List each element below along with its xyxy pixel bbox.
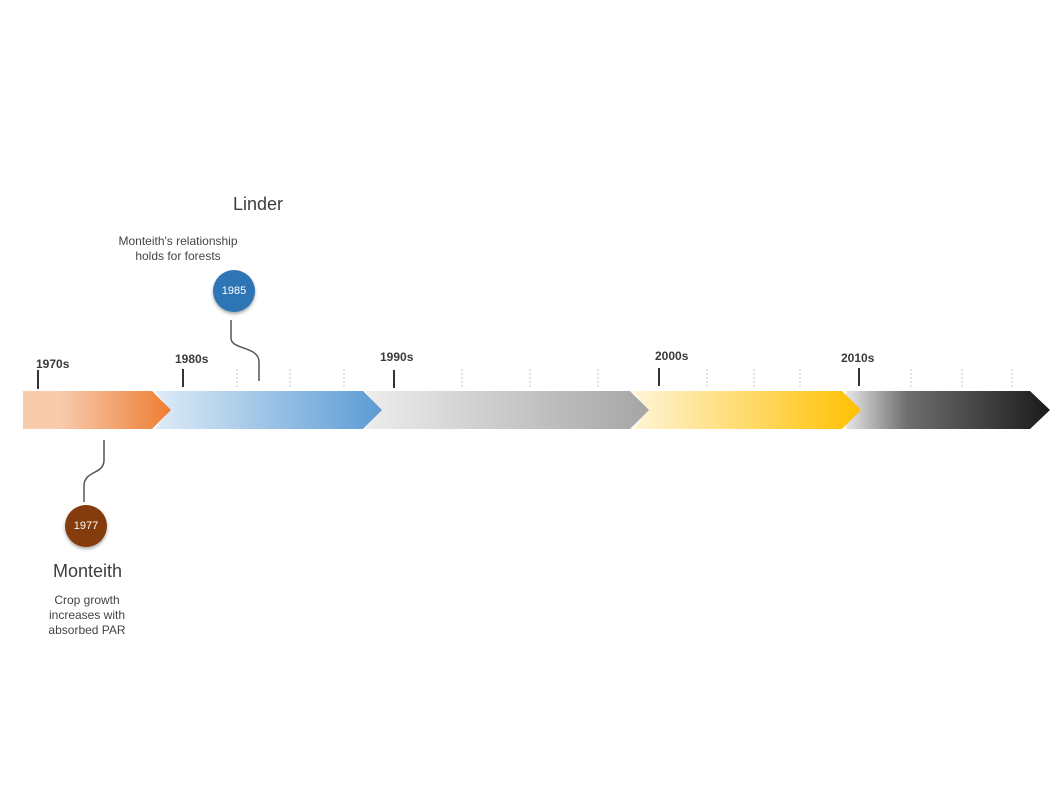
linder-description-line: holds for forests: [135, 249, 221, 263]
decade-label-1970s: 1970s: [36, 357, 70, 371]
monteith-description-line: Crop growth: [54, 593, 120, 607]
decade-ticks: [37, 368, 860, 389]
timeline-segment-1980s: [155, 391, 382, 429]
minor-ticks: [236, 369, 1013, 387]
timeline-segment-2000s: [633, 391, 861, 429]
linder-description: Monteith's relationship holds for forest…: [98, 234, 258, 264]
timeline-segment-1970s: [23, 391, 171, 429]
year-marker-1977[interactable]: 1977: [65, 505, 107, 547]
monteith-title: Monteith: [53, 561, 123, 581]
linder-connector: [230, 320, 260, 381]
monteith-description-line: increases with: [48, 608, 126, 622]
decade-label-1990s: 1990s: [380, 350, 414, 364]
linder-title: Linder: [233, 194, 284, 214]
timeline-segment-1990s: [365, 391, 649, 429]
timeline-segment-2010s: [846, 391, 1050, 429]
monteith-description: Crop growth increases with absorbed PAR: [27, 593, 147, 638]
decade-label-2010s: 2010s: [841, 351, 875, 365]
decade-label-2000s: 2000s: [655, 349, 689, 363]
year-marker-1985[interactable]: 1985: [213, 270, 255, 312]
monteith-description-line: absorbed PAR: [48, 623, 126, 637]
linder-description-line: Monteith's relationship: [118, 234, 238, 248]
monteith-connector: [83, 440, 105, 502]
decade-label-1980s: 1980s: [175, 352, 209, 366]
